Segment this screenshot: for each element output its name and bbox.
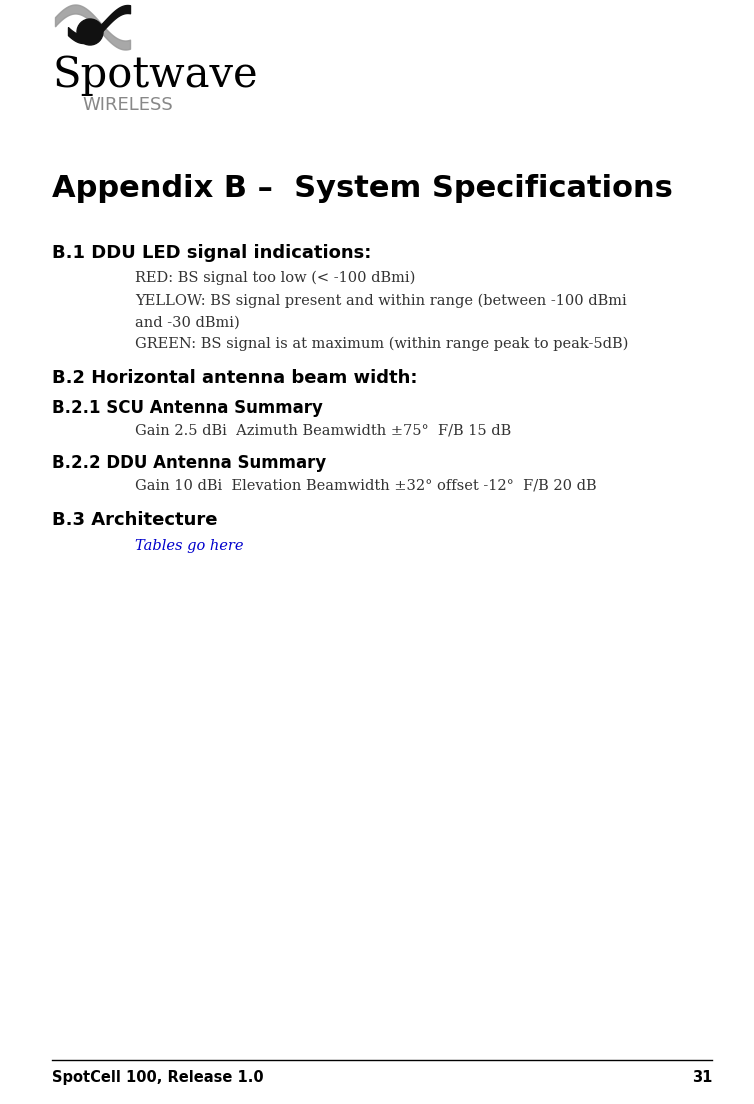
Text: B.1 DDU LED signal indications:: B.1 DDU LED signal indications: bbox=[52, 244, 372, 262]
Text: B.2.1 SCU Antenna Summary: B.2.1 SCU Antenna Summary bbox=[52, 399, 323, 417]
Text: Gain 2.5 dBi  Azimuth Beamwidth ±75°  F/B 15 dB: Gain 2.5 dBi Azimuth Beamwidth ±75° F/B … bbox=[135, 424, 511, 438]
Text: Spotwave: Spotwave bbox=[52, 54, 258, 96]
Circle shape bbox=[77, 19, 103, 45]
Text: 31: 31 bbox=[691, 1070, 712, 1085]
Text: SpotCell 100, Release 1.0: SpotCell 100, Release 1.0 bbox=[52, 1070, 264, 1085]
Text: B.3 Architecture: B.3 Architecture bbox=[52, 511, 217, 529]
Text: RED: BS signal too low (< -100 dBmi): RED: BS signal too low (< -100 dBmi) bbox=[135, 270, 415, 286]
Text: B.2.2 DDU Antenna Summary: B.2.2 DDU Antenna Summary bbox=[52, 454, 326, 473]
Text: WIRELESS: WIRELESS bbox=[82, 96, 173, 114]
Text: GREEN: BS signal is at maximum (within range peak to peak-5dB): GREEN: BS signal is at maximum (within r… bbox=[135, 337, 628, 351]
Text: YELLOW: BS signal present and within range (between -100 dBmi: YELLOW: BS signal present and within ran… bbox=[135, 294, 627, 308]
Text: Tables go here: Tables go here bbox=[135, 539, 244, 553]
Text: B.2 Horizontal antenna beam width:: B.2 Horizontal antenna beam width: bbox=[52, 369, 418, 388]
Text: Gain 10 dBi  Elevation Beamwidth ±32° offset -12°  F/B 20 dB: Gain 10 dBi Elevation Beamwidth ±32° off… bbox=[135, 479, 596, 493]
Text: Appendix B –  System Specifications: Appendix B – System Specifications bbox=[52, 174, 673, 203]
Text: and -30 dBmi): and -30 dBmi) bbox=[135, 316, 240, 330]
